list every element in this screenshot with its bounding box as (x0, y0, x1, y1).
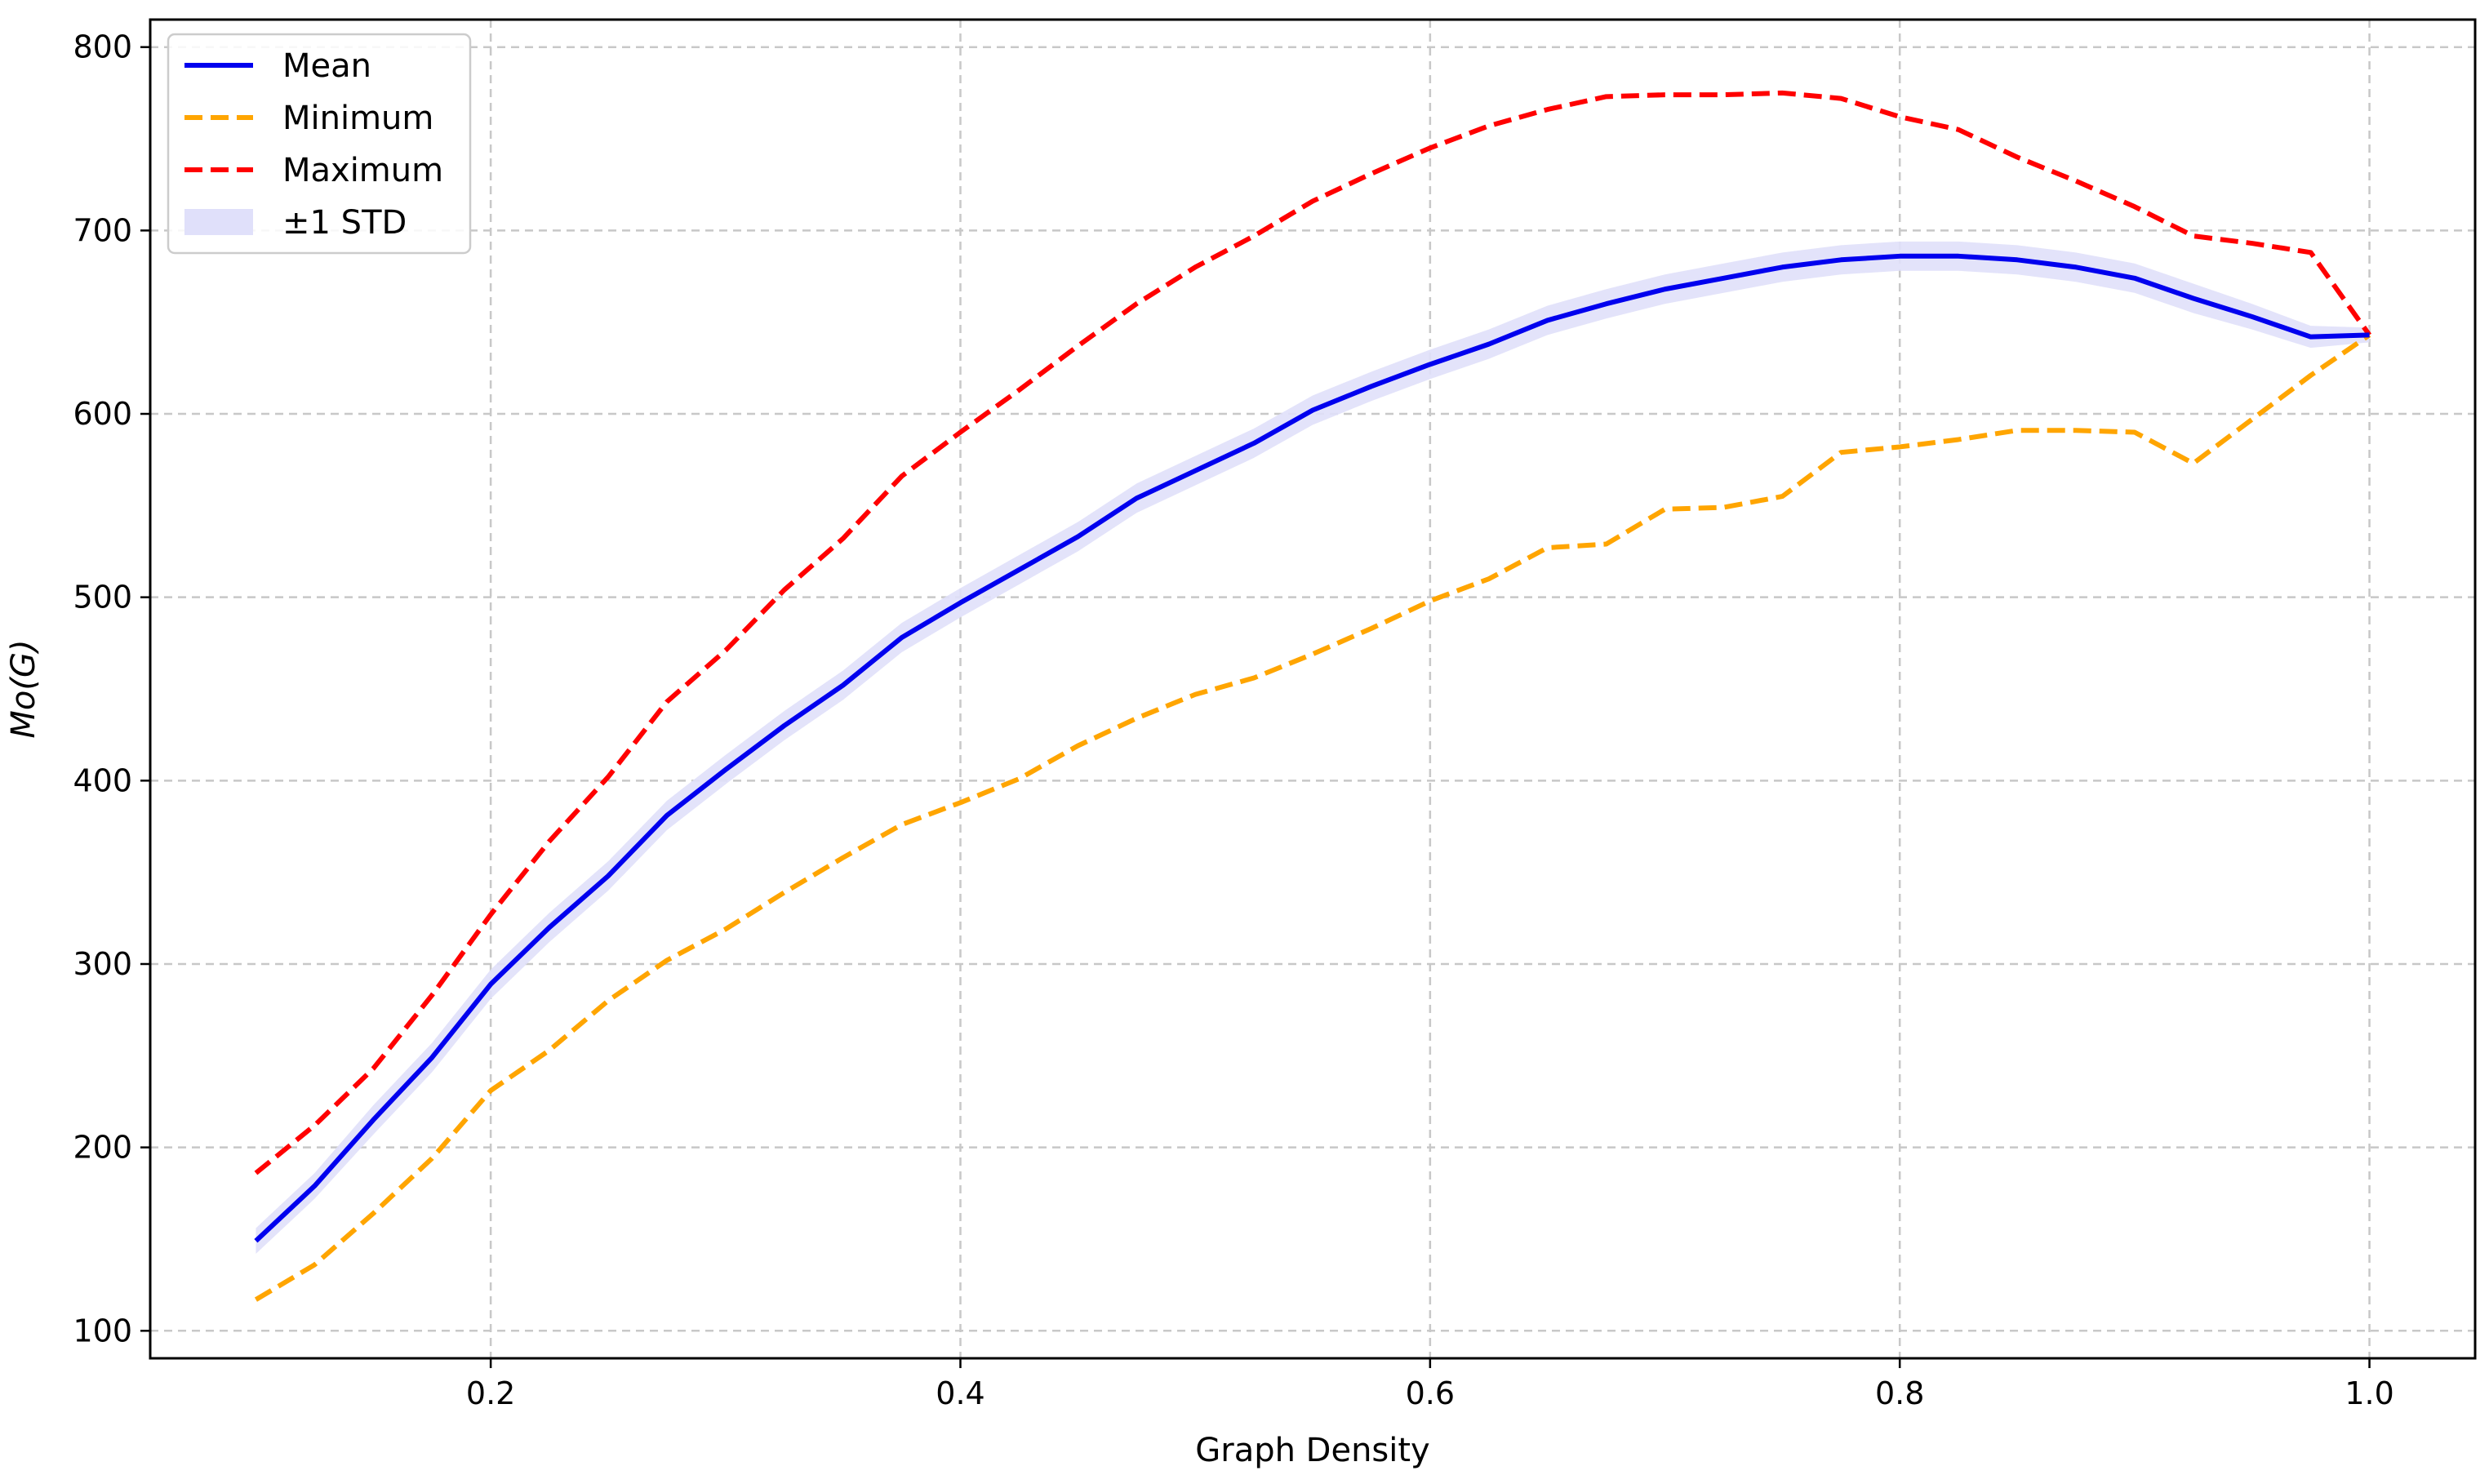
y-tick-label: 400 (73, 762, 132, 798)
legend-entry-std: ±1 STD (184, 204, 407, 242)
y-tick-label: 100 (73, 1313, 132, 1348)
series-layer (254, 90, 2371, 1302)
x-tick-label: 0.4 (936, 1375, 984, 1411)
legend-label: Minimum (282, 100, 433, 137)
plot-frame (149, 18, 2477, 1360)
legend: Mean Minimum Maximum ±1 STD (167, 33, 472, 255)
legend-entry-maximum: Maximum (184, 152, 443, 189)
y-tick-label: 600 (73, 396, 132, 432)
y-tick-label: 700 (73, 212, 132, 248)
y-axis: 100 200 300 400 500 600 700 800 (73, 29, 150, 1348)
x-axis-label: Graph Density (1195, 1432, 1429, 1469)
x-tick-label: 1.0 (2345, 1375, 2393, 1411)
legend-swatch (184, 209, 253, 235)
mean-series-line (254, 253, 2370, 1243)
maximum-series-line (254, 90, 2371, 1175)
y-tick-label: 200 (73, 1130, 132, 1166)
legend-entry-mean: Mean (184, 47, 371, 85)
y-axis-label: Mo(G) (5, 639, 42, 738)
x-tick-label: 0.2 (466, 1375, 515, 1411)
legend-label: ±1 STD (282, 204, 407, 242)
x-tick-label: 0.8 (1875, 1375, 1924, 1411)
y-tick-label: 300 (73, 946, 132, 982)
legend-label: Mean (282, 47, 371, 85)
x-tick-label: 0.6 (1406, 1375, 1455, 1411)
y-tick-label: 800 (73, 29, 132, 65)
legend-entry-minimum: Minimum (184, 100, 433, 137)
x-axis: 0.2 0.4 0.6 0.8 1.0 (466, 1358, 2394, 1411)
legend-box (167, 33, 472, 255)
legend-label: Maximum (282, 152, 443, 189)
y-tick-label: 500 (73, 580, 132, 615)
